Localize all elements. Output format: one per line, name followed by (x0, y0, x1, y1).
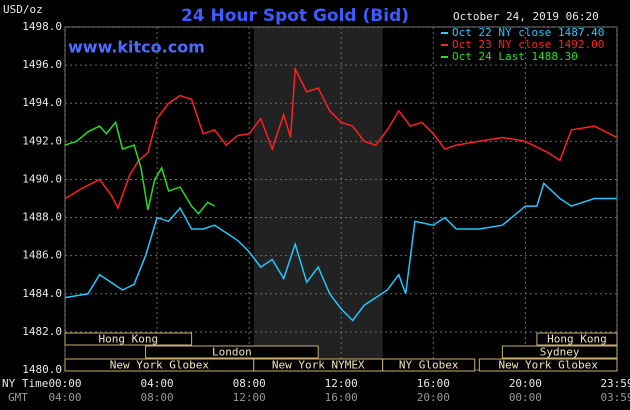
session-box (382, 358, 476, 372)
x2-tick-label: 08:00 (141, 391, 174, 404)
legend-label: Oct 23 NY close 1492.00 (452, 38, 604, 51)
session-label: Hong Kong (547, 333, 607, 346)
x2-axis-label: GMT (8, 391, 28, 404)
session-box (478, 358, 618, 372)
session-box (64, 332, 193, 346)
y-tick-label: 1482.0 (22, 325, 62, 338)
x2-tick-label: 12:00 (233, 391, 266, 404)
y-tick-label: 1484.0 (22, 287, 62, 300)
x2-tick-label: 03:59 (600, 391, 630, 404)
series-line (64, 120, 215, 215)
session-box (501, 345, 618, 359)
x2-tick-label: 20:00 (417, 391, 450, 404)
x2-tick-label: 04:00 (48, 391, 81, 404)
y-tick-label: 1490.0 (22, 172, 62, 185)
session-shade (253, 27, 383, 370)
timestamp: October 24, 2019 06:20 (453, 10, 599, 23)
legend-label: Oct 22 NY close 1487.40 (452, 26, 604, 39)
y-tick-label: 1492.0 (22, 134, 62, 147)
x2-tick-label: 16:00 (325, 391, 358, 404)
session-label: New York Globex (499, 359, 599, 372)
x-tick-label: 16:00 (417, 377, 450, 390)
y-tick-label: 1496.0 (22, 58, 62, 71)
x-tick-label: 23:59 (600, 377, 630, 390)
session-label: Hong Kong (98, 333, 158, 346)
x-tick-label: 12:00 (325, 377, 358, 390)
y-tick-label: 1494.0 (22, 96, 62, 109)
x-tick-label: 00:00 (48, 377, 81, 390)
chart-title: 24 Hour Spot Gold (Bid) (181, 6, 409, 26)
x-tick-label: 20:00 (509, 377, 542, 390)
x-tick-label: 08:00 (233, 377, 266, 390)
session-box (145, 345, 319, 359)
x-tick-label: 04:00 (141, 377, 174, 390)
y-tick-label: 1486.0 (22, 249, 62, 262)
website: www.kitco.com (68, 38, 205, 57)
series-line (64, 66, 618, 210)
series-line (64, 181, 617, 322)
y-tick-label: 1480.0 (22, 363, 62, 376)
x2-tick-label: 00:00 (509, 391, 542, 404)
session-label: New York Globex (110, 359, 210, 372)
session-label: NY Globex (399, 359, 459, 372)
x-axis-label: NY Time (2, 377, 48, 390)
session-label: London (212, 346, 252, 359)
session-label: New York NYMEX (272, 359, 365, 372)
y-tick-label: 1488.0 (22, 211, 62, 224)
session-box (536, 332, 618, 346)
session-label: Sydney (540, 346, 580, 359)
y-tick-label: 1498.0 (22, 20, 62, 33)
y-unit: USD/oz (3, 3, 43, 16)
legend-label: Oct 24 Last 1488.30 (452, 50, 578, 63)
